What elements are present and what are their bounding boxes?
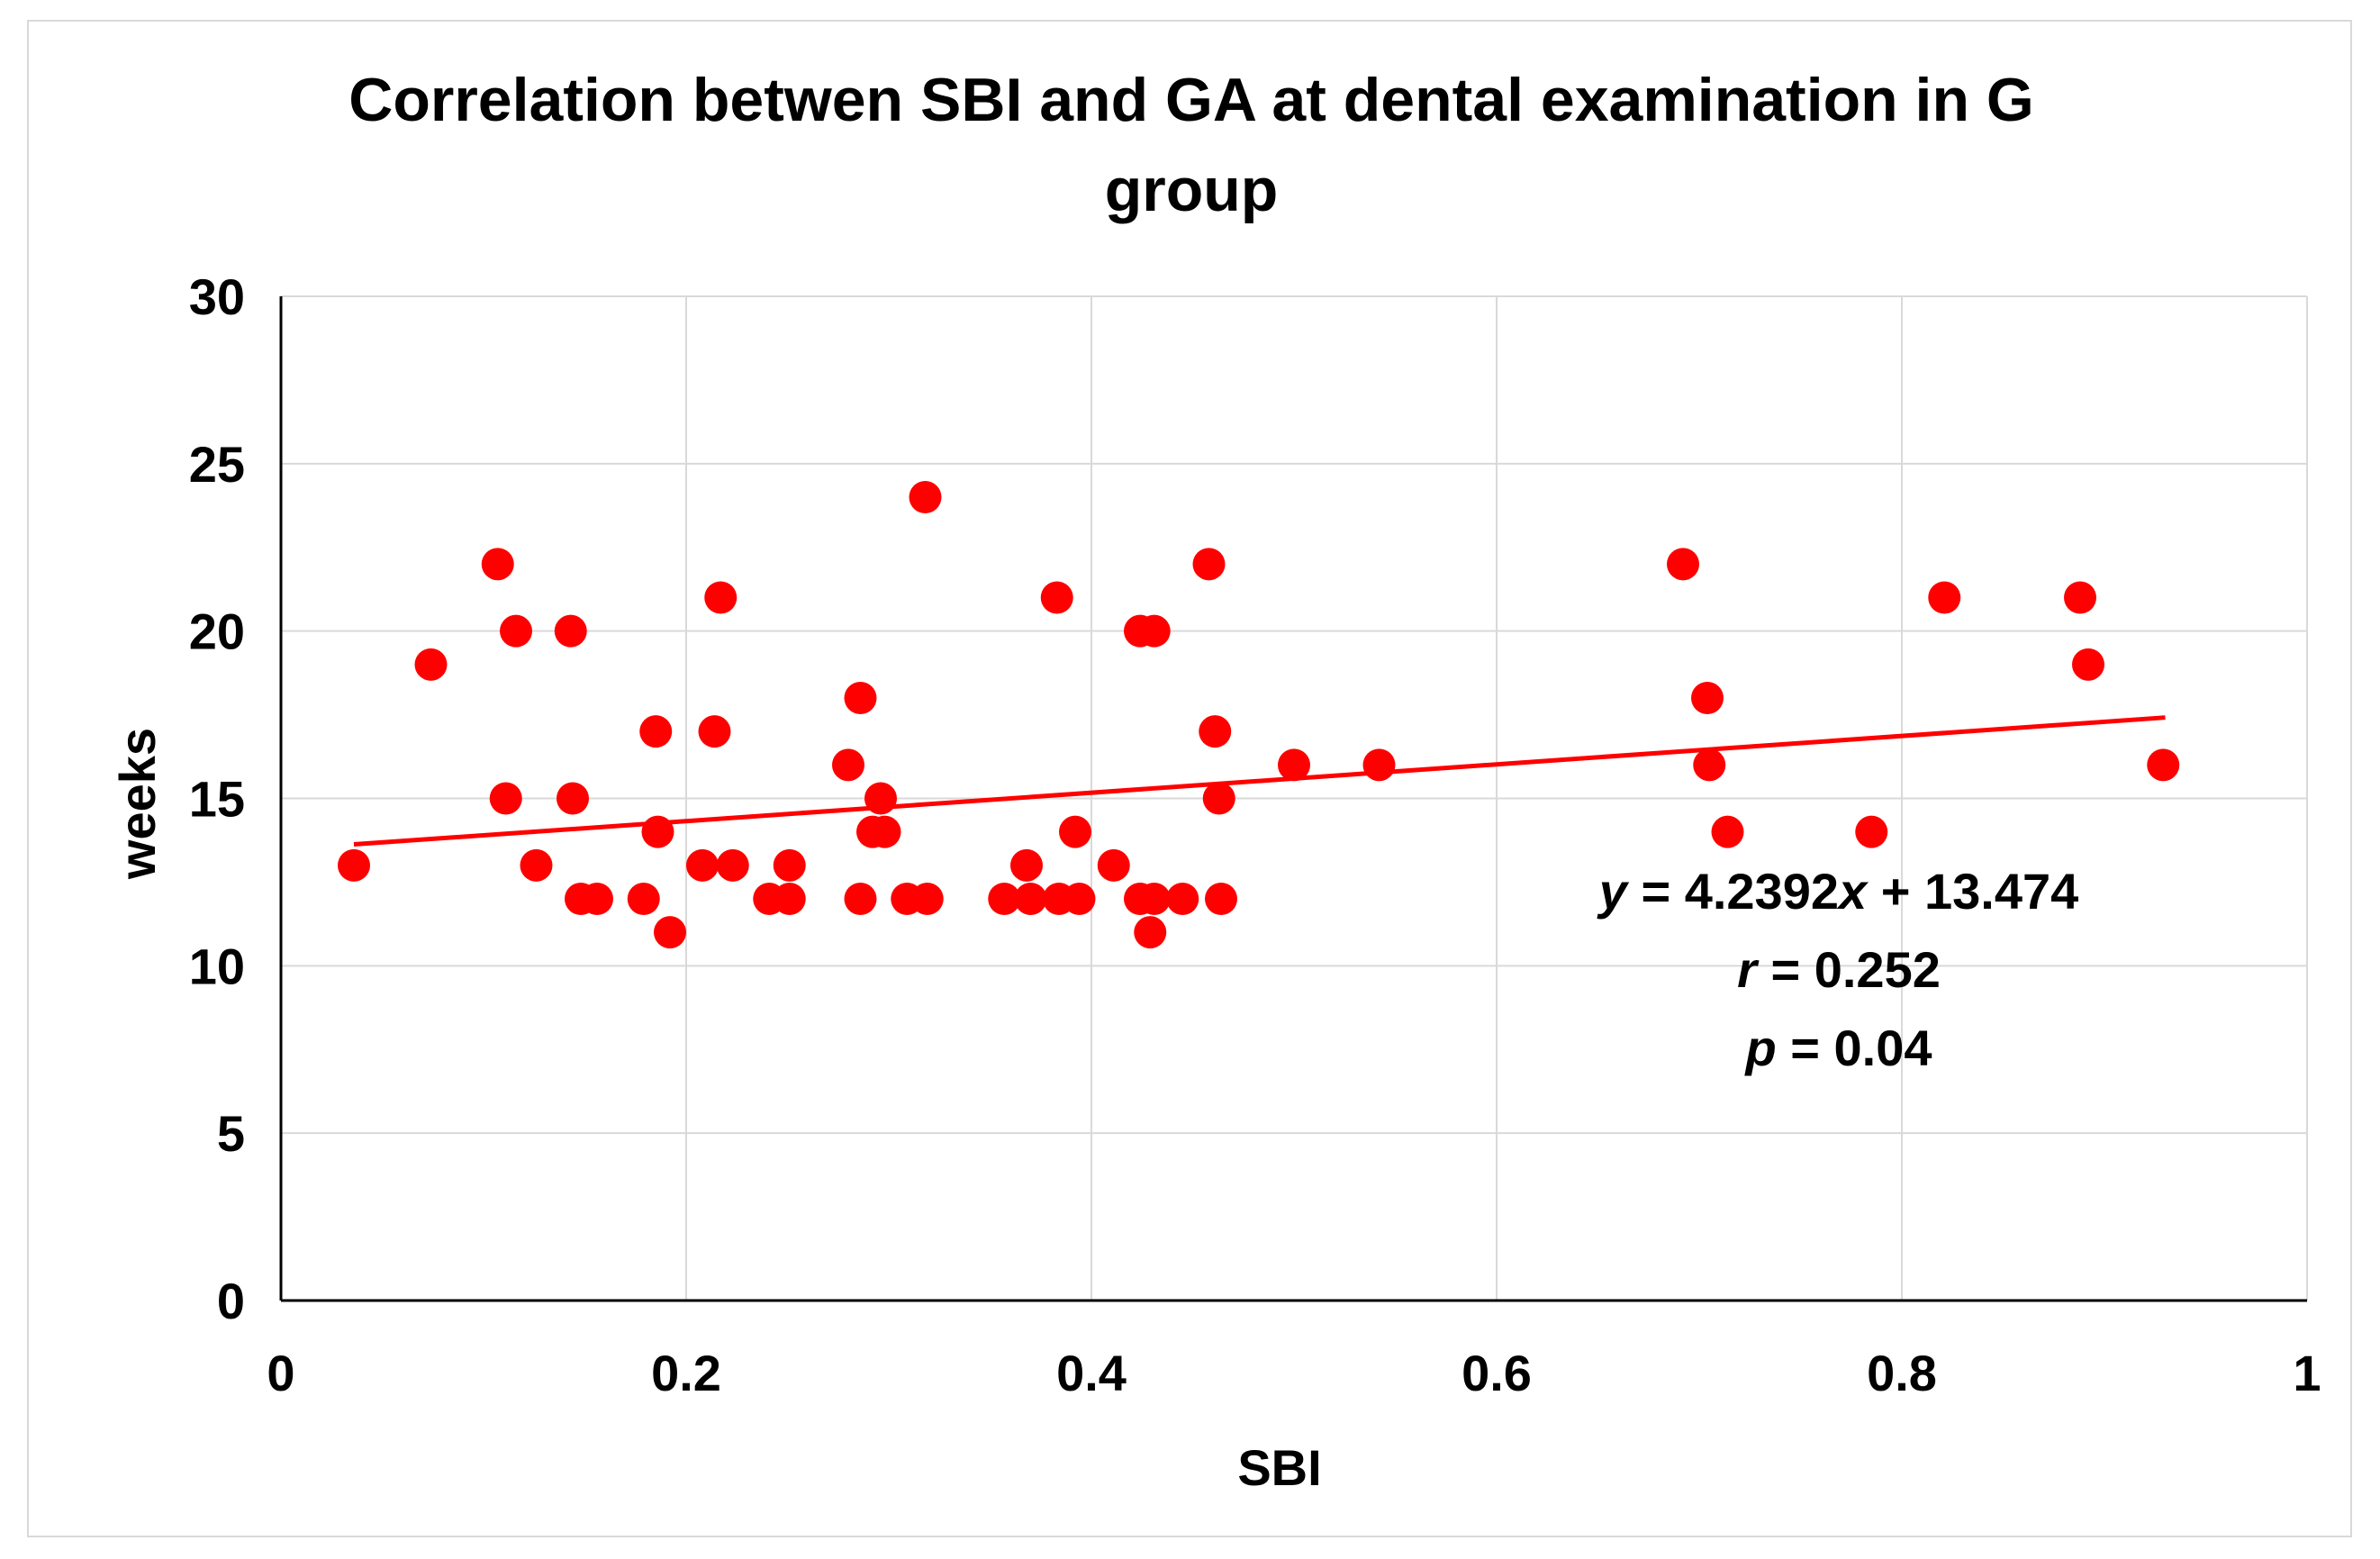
data-point (2072, 648, 2104, 681)
chart-title-line-2: group (1105, 156, 1279, 224)
data-point (1137, 614, 1171, 648)
data-point (909, 481, 942, 513)
data-point (481, 548, 514, 581)
data-point (654, 916, 686, 949)
x-tick-labels: 0 0.2 0.4 0.6 0.8 1 (267, 1345, 2321, 1401)
y-tick-label: 20 (189, 603, 245, 660)
trendline (353, 715, 2166, 847)
data-point (520, 848, 553, 882)
data-points (338, 481, 2180, 949)
data-point (414, 648, 448, 681)
data-point (639, 715, 673, 748)
data-point (1137, 883, 1171, 915)
chart-title-line-1: Correlation betwen SBI and GA at dental … (348, 66, 2034, 134)
data-point (844, 883, 877, 915)
data-point (554, 614, 587, 648)
data-point (2064, 581, 2096, 614)
data-point (489, 782, 522, 815)
scatter-chart: Correlation betwen SBI and GA at dental … (109, 66, 2321, 1496)
data-point (698, 715, 731, 748)
data-point (338, 848, 370, 882)
p-value-text: = 0.04 (1777, 1020, 1932, 1076)
y-tick-label: 15 (189, 771, 245, 828)
eq-part-a: = 4.2392 (1627, 863, 1839, 920)
r-value: = 0.252 (1757, 941, 1941, 998)
data-point (1192, 548, 1226, 581)
x-tick-label: 0.4 (1056, 1345, 1127, 1401)
y-tick-label: 25 (189, 436, 245, 493)
chart-frame: Correlation betwen SBI and GA at dental … (27, 20, 2352, 1537)
y-axis-label: weeks (109, 728, 166, 880)
data-point (844, 682, 877, 714)
x-tick-label: 0 (267, 1345, 294, 1401)
gridlines (281, 295, 2308, 1301)
data-point (1362, 748, 1396, 782)
data-point (773, 883, 806, 915)
data-point (500, 614, 532, 648)
data-point (704, 581, 738, 614)
data-point (1014, 883, 1047, 915)
data-point (1711, 815, 1744, 848)
data-point (1063, 883, 1096, 915)
correlation-r: r = 0.252 (1737, 941, 1941, 998)
data-point (1278, 748, 1310, 782)
eq-var-x: x (1836, 863, 1869, 920)
data-point (1010, 848, 1043, 882)
data-point (1693, 748, 1726, 782)
data-point (1691, 682, 1724, 714)
trend-equation: y = 4.2392x + 13.474 (1597, 863, 2079, 920)
data-point (686, 848, 719, 882)
x-axis-label: SBI (1237, 1439, 1321, 1496)
y-tick-label: 30 (189, 268, 245, 325)
data-point (868, 815, 901, 848)
data-point (910, 883, 944, 915)
y-tick-label: 0 (217, 1273, 245, 1329)
data-point (2147, 748, 2180, 782)
data-point (1059, 815, 1091, 848)
x-tick-label: 1 (2293, 1345, 2321, 1401)
data-point (1202, 782, 1235, 815)
data-point (832, 748, 864, 782)
y-tick-label: 10 (189, 938, 245, 994)
data-point (1205, 883, 1237, 915)
data-point (1097, 848, 1130, 882)
x-tick-label: 0.8 (1867, 1345, 1937, 1401)
y-tick-label: 5 (217, 1105, 245, 1162)
eq-part-b: + 13.474 (1867, 863, 2078, 920)
r-var: r (1737, 941, 1760, 998)
data-point (1855, 815, 1888, 848)
x-tick-label: 0.6 (1461, 1345, 1532, 1401)
data-point (1928, 581, 1961, 614)
eq-var-y: y (1597, 863, 1630, 920)
data-point (627, 883, 660, 915)
data-point (773, 848, 806, 882)
data-point (1040, 581, 1073, 614)
p-value: p = 0.04 (1743, 1020, 1932, 1076)
data-point (557, 782, 589, 815)
axes (279, 296, 2307, 1302)
data-point (716, 848, 749, 882)
p-var: p (1743, 1020, 1776, 1076)
data-point (1199, 715, 1232, 748)
y-tick-labels: 0 5 10 15 20 25 30 (189, 268, 245, 1329)
data-point (1134, 916, 1167, 949)
data-point (581, 883, 613, 915)
data-point (988, 883, 1021, 915)
data-point (1166, 883, 1199, 915)
data-point (1667, 548, 1699, 581)
x-tick-label: 0.2 (651, 1345, 721, 1401)
